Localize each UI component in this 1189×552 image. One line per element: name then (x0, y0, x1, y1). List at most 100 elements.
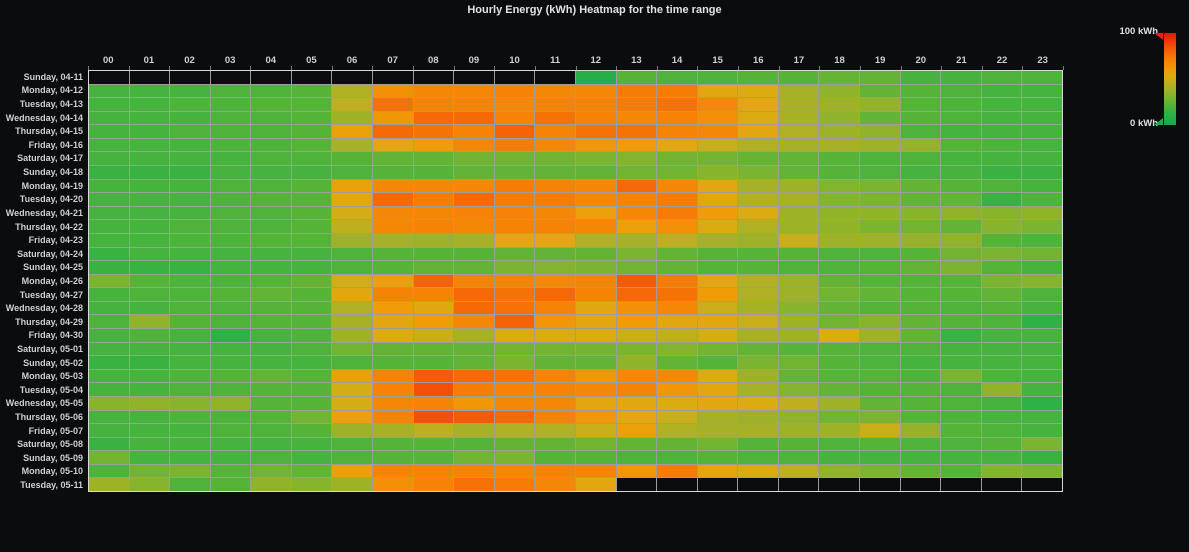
heatmap-cell[interactable] (170, 84, 210, 98)
heatmap-cell[interactable] (291, 193, 332, 206)
heatmap-cell[interactable] (535, 410, 575, 424)
heatmap-cell[interactable] (900, 166, 941, 179)
heatmap-cell[interactable] (981, 424, 1022, 437)
heatmap-cell[interactable] (535, 356, 575, 369)
heatmap-cell[interactable] (129, 166, 170, 179)
heatmap-cell[interactable] (981, 206, 1022, 220)
heatmap-cell[interactable] (900, 410, 941, 424)
heatmap-cell[interactable] (738, 410, 778, 424)
heatmap-cell[interactable] (657, 464, 697, 478)
heatmap-cell[interactable] (981, 261, 1022, 274)
heatmap-cell[interactable] (941, 206, 981, 220)
heatmap-cell[interactable] (575, 220, 616, 233)
heatmap-cell[interactable] (900, 220, 941, 233)
heatmap-cell[interactable] (941, 179, 981, 193)
heatmap-cell[interactable] (738, 166, 778, 179)
heatmap-cell[interactable] (1022, 451, 1062, 464)
heatmap-cell[interactable] (941, 125, 981, 138)
heatmap-cell[interactable] (575, 84, 616, 98)
heatmap-cell[interactable] (981, 98, 1022, 111)
heatmap-cell[interactable] (778, 342, 819, 356)
heatmap-cell[interactable] (657, 451, 697, 464)
heatmap-cell[interactable] (778, 329, 819, 342)
heatmap-cell[interactable] (454, 301, 494, 315)
heatmap-cell[interactable] (129, 84, 170, 98)
heatmap-cell[interactable] (251, 424, 291, 437)
heatmap-cell[interactable] (494, 247, 535, 261)
heatmap-cell[interactable] (860, 369, 900, 383)
heatmap-cell[interactable] (291, 383, 332, 396)
heatmap-cell[interactable] (454, 369, 494, 383)
heatmap-cell[interactable] (170, 356, 210, 369)
heatmap-cell[interactable] (616, 98, 657, 111)
heatmap-cell[interactable] (332, 288, 373, 301)
heatmap-cell[interactable] (981, 193, 1022, 206)
heatmap-cell[interactable] (494, 220, 535, 233)
heatmap-cell[interactable] (210, 138, 251, 152)
heatmap-cell[interactable] (291, 247, 332, 261)
heatmap-cell[interactable] (819, 451, 860, 464)
heatmap-cell[interactable] (210, 383, 251, 396)
heatmap-cell[interactable] (413, 179, 454, 193)
heatmap-cell[interactable] (657, 369, 697, 383)
heatmap-cell[interactable] (413, 261, 454, 274)
heatmap-cell[interactable] (129, 329, 170, 342)
heatmap-cell[interactable] (738, 424, 778, 437)
heatmap-cell[interactable] (616, 464, 657, 478)
heatmap-cell[interactable] (657, 274, 697, 288)
heatmap-cell[interactable] (373, 478, 413, 491)
heatmap-cell[interactable] (413, 152, 454, 166)
heatmap-cell[interactable] (657, 247, 697, 261)
heatmap-cell[interactable] (210, 220, 251, 233)
heatmap-cell[interactable] (657, 166, 697, 179)
heatmap-cell[interactable] (535, 84, 575, 98)
heatmap-cell[interactable] (941, 261, 981, 274)
heatmap-cell[interactable] (697, 329, 738, 342)
heatmap-cell[interactable] (860, 71, 900, 84)
heatmap-cell[interactable] (819, 138, 860, 152)
heatmap-cell[interactable] (373, 220, 413, 233)
heatmap-cell[interactable] (575, 138, 616, 152)
heatmap-cell[interactable] (413, 410, 454, 424)
heatmap-cell[interactable] (738, 369, 778, 383)
heatmap-cell[interactable] (738, 288, 778, 301)
heatmap-cell[interactable] (373, 369, 413, 383)
heatmap-cell[interactable] (860, 301, 900, 315)
heatmap-cell[interactable] (129, 193, 170, 206)
heatmap-cell[interactable] (291, 166, 332, 179)
heatmap-cell[interactable] (332, 301, 373, 315)
heatmap-cell[interactable] (616, 84, 657, 98)
heatmap-cell[interactable] (413, 369, 454, 383)
heatmap-cell[interactable] (738, 125, 778, 138)
heatmap-cell[interactable] (981, 233, 1022, 247)
heatmap-cell[interactable] (251, 478, 291, 491)
heatmap-cell[interactable] (373, 179, 413, 193)
heatmap-cell[interactable] (819, 396, 860, 410)
heatmap-cell[interactable] (494, 288, 535, 301)
heatmap-cell[interactable] (535, 152, 575, 166)
heatmap-cell[interactable] (413, 247, 454, 261)
heatmap-cell[interactable] (697, 437, 738, 451)
heatmap-cell[interactable] (860, 193, 900, 206)
heatmap-cell[interactable] (900, 138, 941, 152)
heatmap-cell[interactable] (575, 315, 616, 329)
heatmap-cell[interactable] (900, 315, 941, 329)
heatmap-cell[interactable] (616, 315, 657, 329)
heatmap-cell[interactable] (900, 464, 941, 478)
heatmap-cell[interactable] (738, 71, 778, 84)
heatmap-cell[interactable] (210, 247, 251, 261)
heatmap-cell[interactable] (778, 152, 819, 166)
heatmap-cell[interactable] (616, 451, 657, 464)
heatmap-cell[interactable] (373, 206, 413, 220)
heatmap-cell[interactable] (575, 98, 616, 111)
heatmap-cell[interactable] (251, 315, 291, 329)
heatmap-cell[interactable] (778, 261, 819, 274)
heatmap-cell[interactable] (210, 410, 251, 424)
heatmap-cell[interactable] (89, 233, 129, 247)
heatmap-cell[interactable] (251, 233, 291, 247)
heatmap-cell[interactable] (657, 356, 697, 369)
heatmap-cell[interactable] (251, 125, 291, 138)
heatmap-cell[interactable] (251, 329, 291, 342)
heatmap-cell[interactable] (778, 193, 819, 206)
heatmap-cell[interactable] (89, 329, 129, 342)
